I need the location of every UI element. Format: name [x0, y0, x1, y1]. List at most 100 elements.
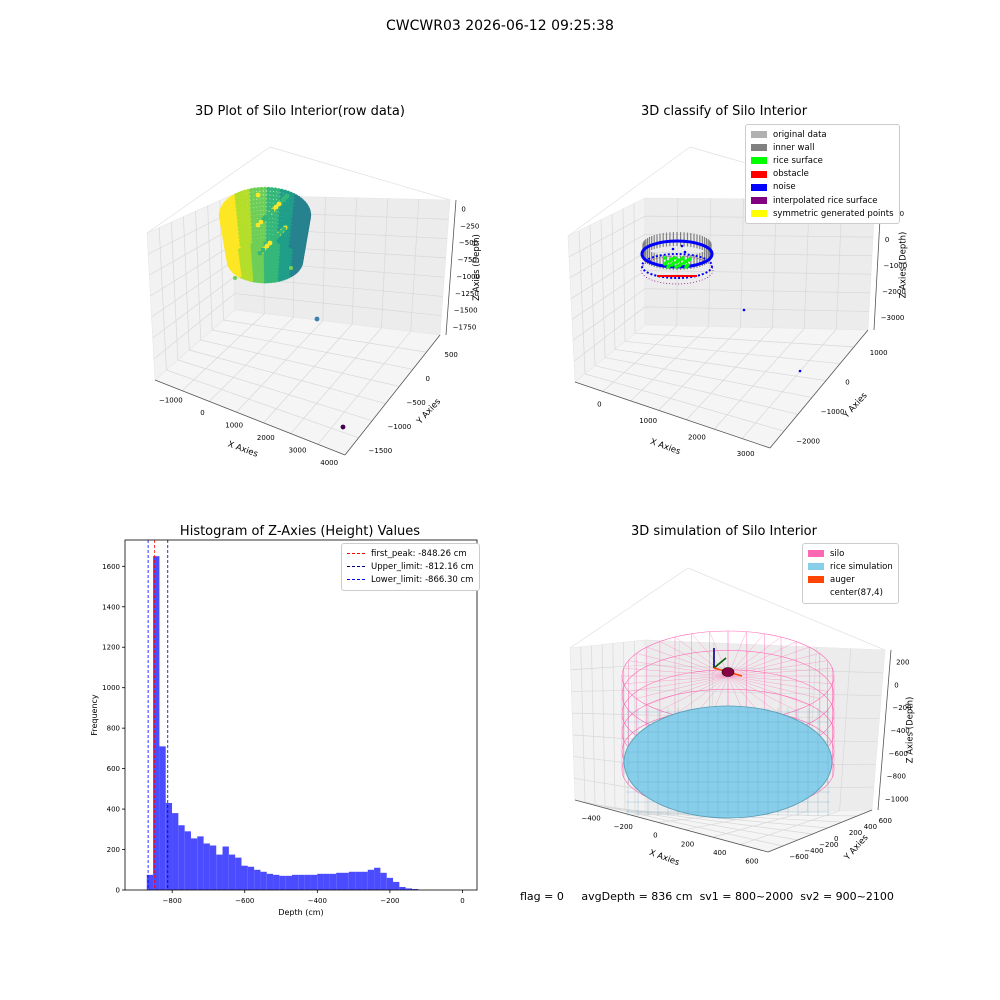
raw-y-tick-label: 0: [426, 375, 430, 383]
sim-grid-line: [712, 811, 808, 838]
cls-rice-surface-point: [663, 256, 667, 260]
simulation-plot-title: 3D simulation of Silo Interior: [631, 524, 817, 539]
legend-line: [347, 579, 365, 581]
sim-x-tick-label: −200: [614, 823, 633, 831]
histogram-bar: [203, 843, 210, 890]
legend-item: rice surface: [751, 154, 894, 167]
histogram-bar: [172, 813, 179, 890]
sim-y-tick-label: −400: [804, 847, 823, 855]
cls-grid-line: [714, 328, 805, 430]
cls-y-tick-label: −1000: [821, 408, 845, 416]
cls-rice-surface-point: [670, 263, 674, 267]
raw-grid-line: [317, 331, 411, 445]
raw-y-tick-label: −1500: [369, 447, 393, 455]
cls-z-tick-label: 0: [885, 236, 889, 244]
legend-item: center(87,4): [808, 587, 893, 600]
cls-grid-line: [584, 373, 785, 432]
histogram-y-tick-label: 1200: [102, 644, 120, 652]
raw-data-point: [262, 215, 268, 221]
sim-z-tick-label: −600: [889, 750, 908, 758]
raw-data-point: [255, 192, 261, 198]
legend-item: silo: [808, 547, 893, 560]
cls-grid-line: [594, 365, 799, 415]
raw-data-point: [262, 257, 268, 262]
raw-grid-line: [290, 327, 382, 434]
raw-data-point: [276, 201, 282, 207]
raw-y-tick-label: −500: [407, 399, 426, 407]
histogram-bar: [266, 873, 274, 890]
raw-data-point: [266, 254, 271, 259]
histogram-x-tick-label: −600: [235, 897, 254, 905]
histogram-bar: [355, 871, 362, 890]
legend-label: auger: [830, 574, 855, 585]
classify-plot-title: 3D classify of Silo Interior: [640, 104, 808, 119]
cls-grid-line: [633, 203, 636, 334]
cls-rice-surface-point: [677, 264, 681, 268]
histogram-legend: first_peak: -848.26 cm Upper_limit: -812.…: [341, 543, 480, 591]
histogram-y-tick-label: 1600: [102, 563, 120, 571]
raw-data-point: [266, 202, 271, 207]
raw-data-point: [271, 236, 277, 242]
cls-rice-surface-point: [687, 258, 691, 262]
histogram-bar: [393, 881, 400, 890]
silo-wire: [727, 633, 765, 677]
raw-data-point: [269, 198, 274, 204]
raw-data-point: [262, 263, 268, 268]
raw-grid-line: [189, 349, 386, 404]
cls-rice-surface-point: [674, 265, 678, 269]
raw-grid-line: [209, 316, 294, 402]
cls-noise-ring: [641, 253, 713, 279]
cls-grid-line: [630, 326, 709, 402]
raw-data-point: [258, 219, 264, 225]
cls-z-tick-label: −1000: [884, 262, 908, 270]
histogram-bar: [380, 872, 387, 890]
sim-y-tick-label: 400: [864, 823, 877, 831]
histogram-bar: [216, 854, 223, 890]
histogram-bar: [222, 846, 229, 890]
sim-z-axis-label: Z Axies (Depth): [906, 697, 916, 764]
raw-data-point: [266, 251, 271, 256]
silo-wire: [628, 660, 729, 677]
raw-data-point: [266, 190, 271, 196]
histogram-bar: [235, 857, 242, 890]
raw-x-tick-label: 1000: [225, 421, 243, 429]
legend-swatch: [751, 197, 767, 205]
raw-data-point: [273, 187, 278, 192]
figure-title: CWCWR03 2026-06-12 09:25:38: [386, 18, 614, 34]
legend-item: interpolated rice surface: [751, 194, 894, 207]
sim-z-tick-label: 200: [896, 658, 909, 666]
cls-grid-line: [614, 349, 827, 381]
histogram-bar: [241, 865, 248, 890]
silo-wire: [727, 675, 782, 716]
histogram-bar: [361, 871, 368, 890]
histogram-x-tick-label: 0: [460, 897, 464, 905]
sim-z-tick-label: −1000: [885, 796, 909, 804]
histogram-y-tick-label: 600: [107, 765, 120, 773]
cls-grid-line: [604, 357, 813, 398]
histogram-bar: [273, 874, 280, 890]
histogram-y-tick-label: 800: [107, 725, 120, 733]
raw-y-tick-label: −1000: [388, 423, 412, 431]
legend-item: symmetric generated points: [751, 207, 894, 220]
raw-outlier-point: [233, 276, 237, 280]
legend-swatch: [808, 550, 824, 558]
cls-y-tick-label: 1000: [870, 349, 888, 357]
cls-rice-surface-point: [673, 256, 677, 260]
raw-grid-line: [153, 293, 442, 360]
sim-z-tick-label: 0: [894, 681, 898, 689]
histogram-title: Histogram of Z-Axies (Height) Values: [179, 524, 421, 539]
cls-grid-line: [741, 329, 837, 439]
silo-wire: [727, 675, 820, 699]
legend-item: Upper_limit: -812.16 cm: [347, 560, 474, 573]
histogram-bar: [329, 873, 337, 890]
raw-data-point: [280, 197, 286, 203]
sim-grid-line: [601, 644, 606, 807]
cls-grid-line: [600, 219, 606, 358]
histogram-bar: [317, 873, 324, 890]
raw-data-point: [259, 202, 264, 207]
raw-data-point: [265, 263, 271, 268]
histogram-bar: [279, 875, 286, 890]
raw-grid-line: [158, 227, 167, 371]
raw-data-point: [256, 206, 261, 211]
silo-wire: [727, 646, 810, 677]
